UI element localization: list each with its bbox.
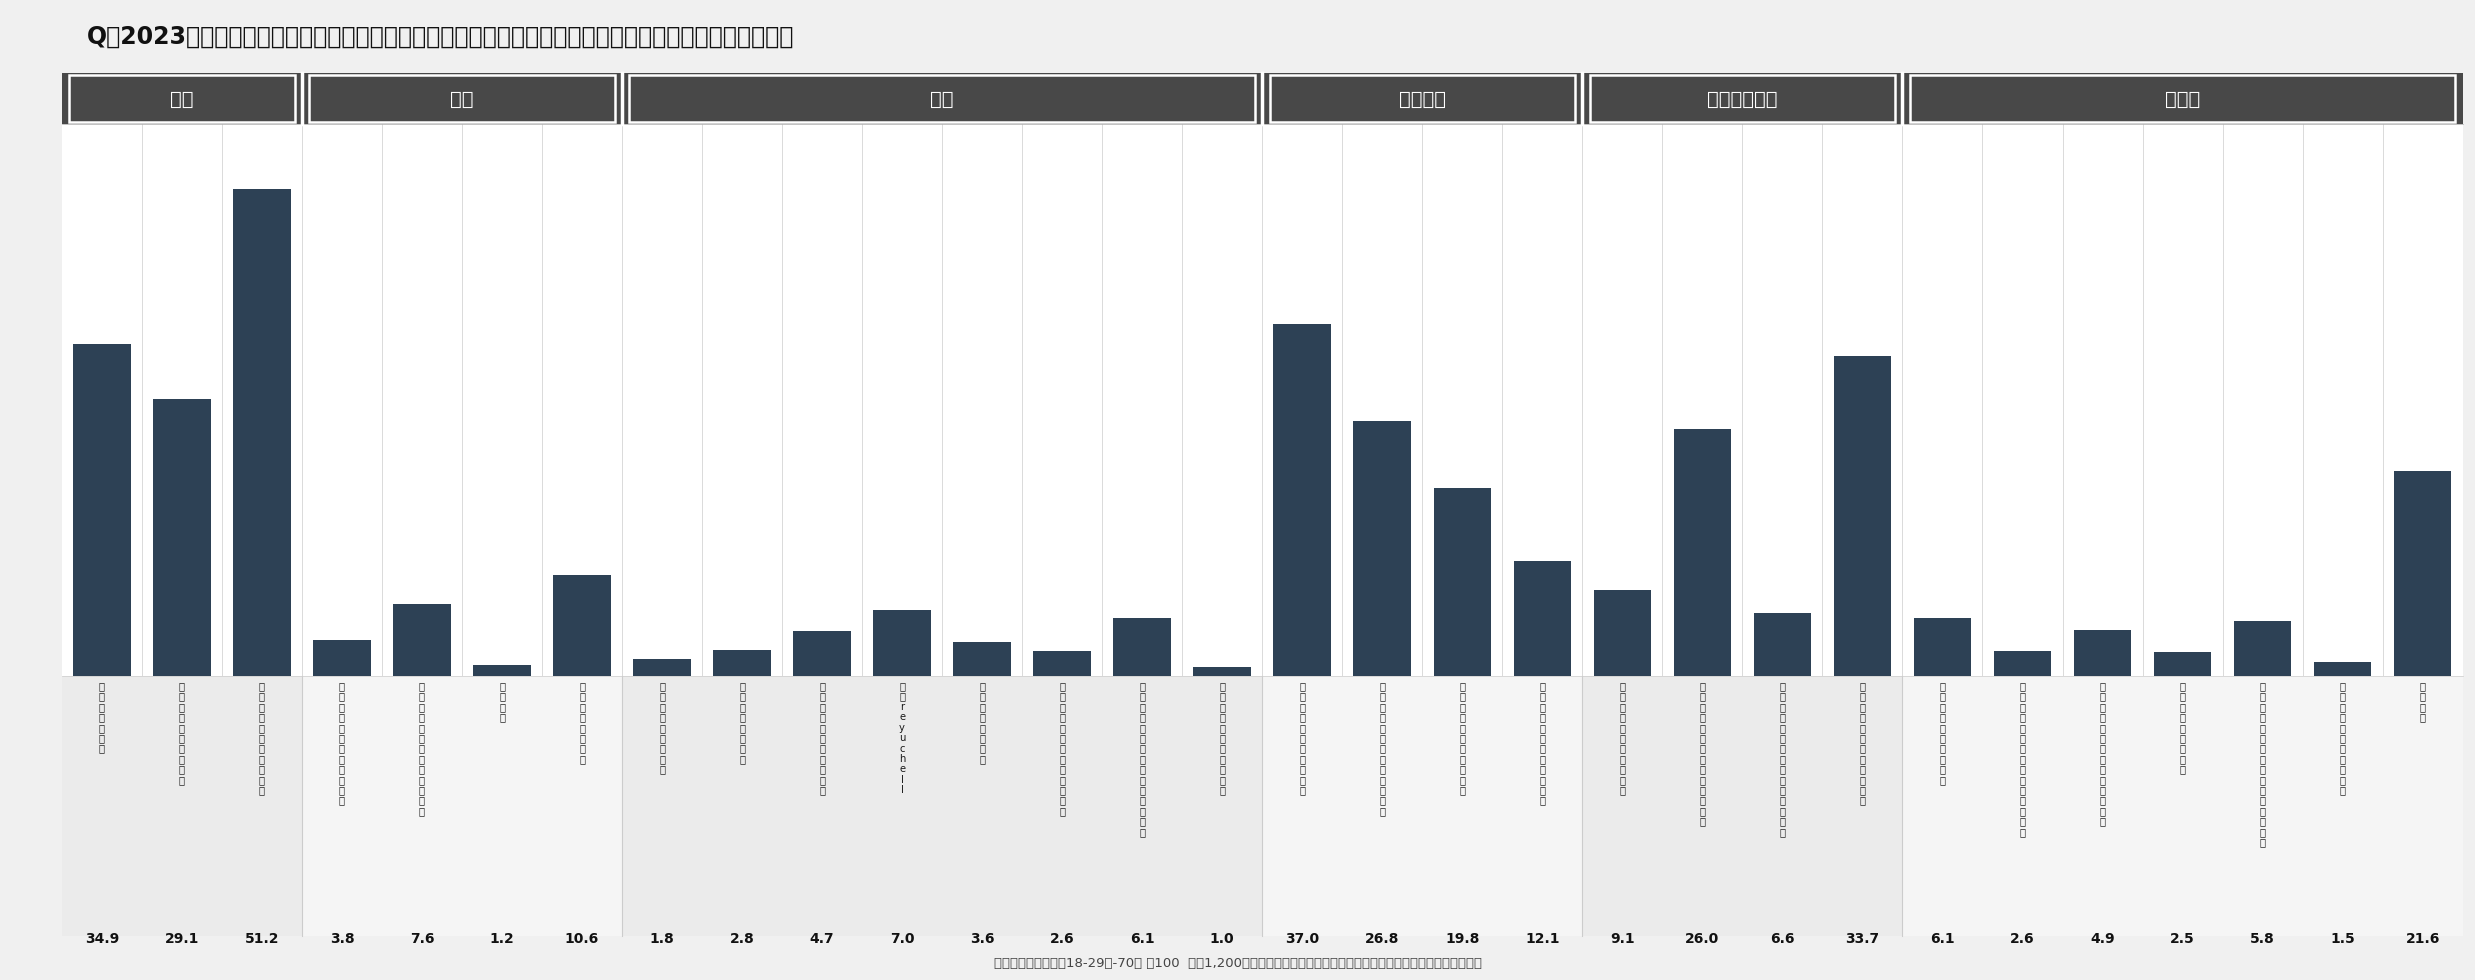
Text: 列
島
各
地
Ａ
Ｉ
急
速
普
及: 列 島 各 地 Ａ Ｉ 急 速 普 及 <box>1940 681 1945 785</box>
Text: イ
ス
ラ
エ
ル
・
パ
レ
ス
チ
ナ
情
勢: イ ス ラ エ ル ・ パ レ ス チ ナ 情 勢 <box>1379 681 1386 816</box>
Bar <box>1114 618 1171 676</box>
Text: ジ
ャ
ニ
ー
ズ
事
務
所
の
性
加
害
問
疑
惑: ジ ャ ニ ー ズ 事 務 所 の 性 加 害 問 疑 惑 <box>1138 681 1146 837</box>
Text: 1.0: 1.0 <box>1210 932 1235 946</box>
Bar <box>1834 356 1891 676</box>
Text: 2.6: 2.6 <box>1049 932 1074 946</box>
Bar <box>2153 653 2210 676</box>
Text: 9.1: 9.1 <box>1611 932 1634 946</box>
Bar <box>1995 652 2052 676</box>
Text: 2.6: 2.6 <box>2010 932 2034 946</box>
Text: 瓶
さ
ん
死
去
タ
レ
ン
ト: 瓶 さ ん 死 去 タ レ ン ト <box>658 681 666 774</box>
Text: ガ
ソ
リ
ン
価
格
過
去
最
高: ガ ソ リ ン 価 格 過 去 最 高 <box>178 681 186 785</box>
Text: 消
費
税
の
イ
ン
ボ
イ
ス
制
度
開
始: 消 費 税 の イ ン ボ イ ス 制 度 開 始 <box>418 681 426 816</box>
Text: （サンプル数：男女18-29歳-70代 各100  合計1,200／性年代の人口構成比に合わせてウェイトバック集計、単位は％）: （サンプル数：男女18-29歳-70代 各100 合計1,200／性年代の人口構… <box>992 957 1483 970</box>
Text: 6.6: 6.6 <box>1770 932 1794 946</box>
Bar <box>953 642 1010 676</box>
Text: 最
各
地
で
ク
マ
な
ど
の
猛
暑
・
大
雨: 最 各 地 で ク マ な ど の 猛 暑 ・ 大 雨 <box>1700 681 1705 826</box>
Text: 3.8: 3.8 <box>329 932 354 946</box>
Text: 生
成
Ａ
Ｉ
訓
練
中
銃
撃
、
候
補
生
を
遂: 生 成 Ａ Ｉ 訓 練 中 銃 撃 、 候 補 生 を 遂 <box>2020 681 2025 837</box>
Text: 4.9: 4.9 <box>2091 932 2114 946</box>
Text: 北
朝
鮮
ロ
ケ
ッ
ト
な
ど
の
発
射: 北 朝 鮮 ロ ケ ッ ト な ど の 発 射 <box>1539 681 1544 806</box>
Bar <box>874 610 931 676</box>
Text: 芸能: 芸能 <box>931 89 953 109</box>
Text: で
日
達
大
ア
メ
フ
ト
部
員
、
逮
違
法
薬
物: で 日 達 大 ア メ フ ト 部 員 、 逮 違 法 薬 物 <box>2260 681 2265 847</box>
Text: 6.1: 6.1 <box>1930 932 1955 946</box>
Bar <box>2314 662 2371 676</box>
Text: 2.5: 2.5 <box>2171 932 2195 946</box>
Text: 新
型
コ
ロ
ナ
５
類
引
き
下
げ: 新 型 コ ロ ナ ５ 類 引 き 下 げ <box>1619 681 1626 795</box>
Bar <box>2393 470 2450 676</box>
Text: 値
上
げ
ラ
ッ
シ
ュ
・
物
価
高: 値 上 げ ラ ッ シ ュ ・ 物 価 高 <box>260 681 265 795</box>
Text: 26.8: 26.8 <box>1366 932 1398 946</box>
Bar <box>1673 429 1730 676</box>
Text: 落
語
家
笑
福
亭
笑
笑: 落 語 家 笑 福 亭 笑 笑 <box>740 681 745 763</box>
Text: 29.1: 29.1 <box>166 932 198 946</box>
Bar <box>394 604 450 676</box>
Text: 1.8: 1.8 <box>648 932 673 946</box>
Text: 51.2: 51.2 <box>245 932 280 946</box>
Text: 5.8: 5.8 <box>2250 932 2275 946</box>
Bar <box>1193 666 1250 676</box>
Text: Q．2023年にあなたの不安を強めたと感じる出来事は何ですか。あてはまるものを全てお選びください。: Q．2023年にあなたの不安を強めたと感じる出来事は何ですか。あてはまるものを全… <box>87 24 794 48</box>
Text: 政治: 政治 <box>450 89 473 109</box>
Text: 音
楽
家
坂
本
龍
一
さ
ん
死
去: 音 楽 家 坂 本 龍 一 さ ん 死 去 <box>819 681 824 795</box>
Text: 10.6: 10.6 <box>564 932 599 946</box>
Bar <box>314 640 371 676</box>
Text: 1.5: 1.5 <box>2331 932 2356 946</box>
Text: 氏
創
死
去: 氏 創 死 去 <box>500 681 505 722</box>
Bar <box>1515 562 1572 676</box>
Text: 4.7: 4.7 <box>809 932 834 946</box>
Text: 7.6: 7.6 <box>411 932 433 946</box>
Text: 3.6: 3.6 <box>970 932 995 946</box>
Bar <box>1913 618 1970 676</box>
Text: 7.0: 7.0 <box>891 932 913 946</box>
Bar <box>794 631 851 676</box>
Bar <box>473 664 530 676</box>
Text: 問
ダ
イ
ハ
ツ
認
証
試
験
不
正: 問 ダ イ ハ ツ 認 証 試 験 不 正 <box>2339 681 2346 795</box>
Bar <box>713 650 770 676</box>
Bar <box>1354 421 1411 676</box>
Text: 6.1: 6.1 <box>1131 932 1153 946</box>
Text: 12.1: 12.1 <box>1525 932 1559 946</box>
Text: 特
に
な
い: 特 に な い <box>2421 681 2425 722</box>
Bar <box>1275 324 1332 676</box>
Text: 21.6: 21.6 <box>2406 932 2440 946</box>
Bar <box>1755 613 1812 676</box>
Text: 37.0: 37.0 <box>1285 932 1319 946</box>
Bar <box>153 400 210 676</box>
Text: 19.8: 19.8 <box>1445 932 1480 946</box>
Text: 福
島
第
一
原
発
処
理
水
、
放
出: 福 島 第 一 原 発 処 理 水 、 放 出 <box>1859 681 1866 806</box>
Bar <box>1594 590 1651 676</box>
Text: ビ
ッ
グ
モ
ー
タ
ー
不
正: ビ ッ グ モ ー タ ー 不 正 <box>2180 681 2185 774</box>
Bar <box>233 189 290 676</box>
Bar <box>634 660 691 676</box>
Text: Ｌ
Ｇ
Ｂ
Ｔ
理
解
増
進
法
が
成
立: Ｌ Ｇ Ｂ Ｔ 理 解 増 進 法 が 成 立 <box>339 681 344 806</box>
Text: 自
民
党
の
裏
金
問
題: 自 民 党 の 裏 金 問 題 <box>579 681 584 763</box>
Text: 34.9: 34.9 <box>84 932 119 946</box>
Text: 疑
俳
優
遥
永
の
大
麻
所
持
容: 疑 俳 優 遥 永 の 大 麻 所 持 容 <box>1220 681 1225 795</box>
Text: 電
気
料
金
値
上
げ: 電 気 料 金 値 上 げ <box>99 681 104 754</box>
Text: 26.0: 26.0 <box>1685 932 1720 946</box>
Bar <box>1035 652 1091 676</box>
Bar <box>74 344 131 676</box>
Text: さ
ん
r
e
y
u
c
h
e
l
l: さ ん r e y u c h e l l <box>898 681 906 795</box>
Bar <box>2074 629 2131 676</box>
Text: 捕
陸
自
ビ
ッ
グ
モ
ー
タ
ー
不
正
請
求: 捕 陸 自 ビ ッ グ モ ー タ ー 不 正 請 求 <box>2099 681 2106 826</box>
Text: 1.2: 1.2 <box>490 932 515 946</box>
Text: その他: その他 <box>2166 89 2200 109</box>
Text: 世界情勢: 世界情勢 <box>1398 89 1445 109</box>
Bar <box>1433 488 1490 676</box>
Text: 著
名
人
歌
を
舞
劇
優
市
川
猿
之
助: 著 名 人 歌 を 舞 劇 優 市 川 猿 之 助 <box>1059 681 1064 816</box>
Text: 気候・感染症: 気候・感染症 <box>1708 89 1777 109</box>
Text: 物価: 物価 <box>171 89 193 109</box>
Text: 33.7: 33.7 <box>1846 932 1879 946</box>
Text: 宝
塚
歌
劇
団
員
が
死: 宝 塚 歌 劇 団 員 が 死 <box>980 681 985 763</box>
Text: 2.8: 2.8 <box>730 932 755 946</box>
Text: 軍
事
行
動
・
ミ
サ
イ
ル
発
射: 軍 事 行 動 ・ ミ サ イ ル 発 射 <box>1460 681 1465 795</box>
Text: 記
録
的
な
猛
暑
・
被
害
、
死
傷
者
過
去: 記 録 的 な 猛 暑 ・ 被 害 、 死 傷 者 過 去 <box>1780 681 1784 837</box>
Text: ロ
シ
ア
・
ウ
ク
ラ
イ
ナ
情
勢: ロ シ ア ・ ウ ク ラ イ ナ 情 勢 <box>1299 681 1304 795</box>
Bar <box>554 575 611 676</box>
Bar <box>2235 621 2292 676</box>
